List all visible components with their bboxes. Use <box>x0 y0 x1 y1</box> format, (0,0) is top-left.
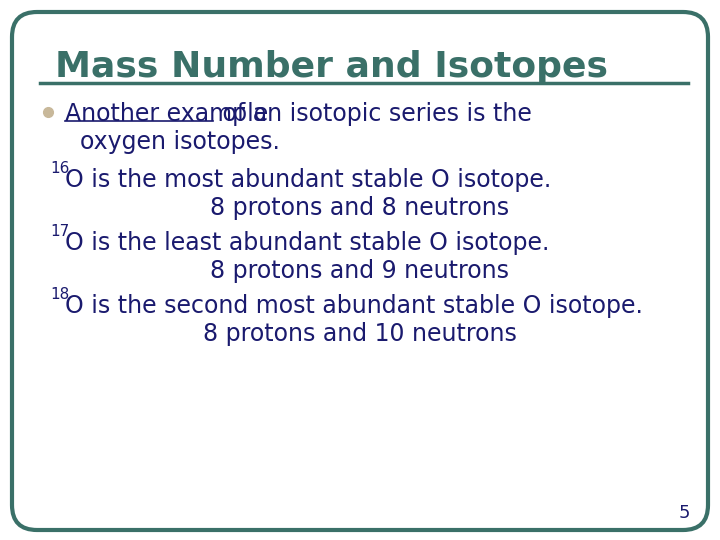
Text: Mass Number and Isotopes: Mass Number and Isotopes <box>55 50 608 84</box>
Text: of an isotopic series is the: of an isotopic series is the <box>215 102 532 126</box>
Text: 8 protons and 8 neutrons: 8 protons and 8 neutrons <box>210 196 510 220</box>
Text: 18: 18 <box>50 287 69 302</box>
Text: O is the most abundant stable O isotope.: O is the most abundant stable O isotope. <box>65 168 552 192</box>
Text: 5: 5 <box>678 504 690 522</box>
Text: 17: 17 <box>50 224 69 239</box>
Text: 8 protons and 10 neutrons: 8 protons and 10 neutrons <box>203 322 517 346</box>
Text: 8 protons and 9 neutrons: 8 protons and 9 neutrons <box>210 259 510 283</box>
FancyBboxPatch shape <box>12 12 708 530</box>
Text: O is the least abundant stable O isotope.: O is the least abundant stable O isotope… <box>65 231 549 255</box>
Text: O is the second most abundant stable O isotope.: O is the second most abundant stable O i… <box>65 294 643 318</box>
Text: Another example: Another example <box>65 102 269 126</box>
Text: 16: 16 <box>50 161 69 176</box>
Text: oxygen isotopes.: oxygen isotopes. <box>80 130 280 154</box>
